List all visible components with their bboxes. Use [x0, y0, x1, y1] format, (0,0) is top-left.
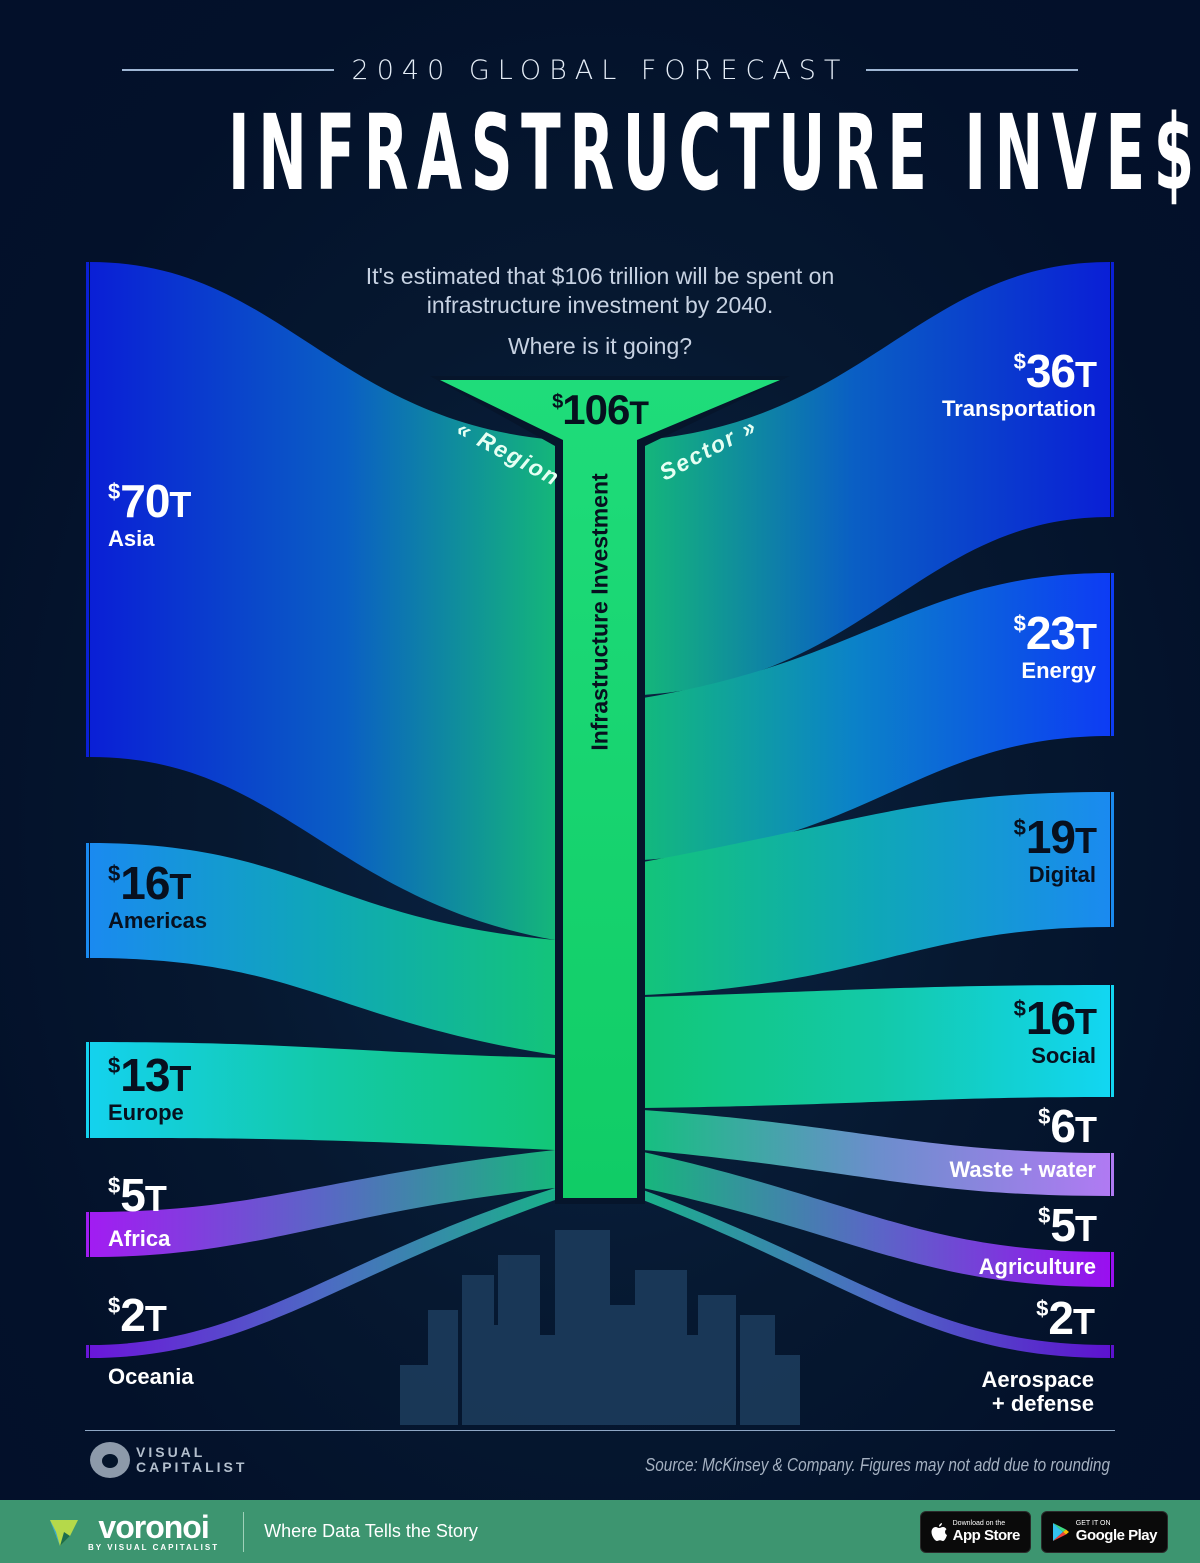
city-skyline-illustration [400, 1230, 800, 1425]
flow-africa [90, 1150, 555, 1257]
kicker: 2040 GLOBAL FORECAST [0, 52, 1200, 88]
flow-agriculture [643, 1152, 1110, 1287]
intro-statement: It's estimated that $106 trillion will b… [365, 263, 835, 318]
voronoi-gem-icon [50, 1519, 78, 1546]
waste-water-edge [1111, 1153, 1114, 1196]
digital-edge [1111, 792, 1114, 927]
sankey-flows [86, 262, 1114, 1358]
flow-waste-water [643, 1110, 1110, 1196]
flow-transportation [643, 262, 1110, 695]
europe-edge [86, 1042, 89, 1138]
aerospace-edge [1111, 1345, 1114, 1358]
label-agriculture: $5T Agriculture [978, 1199, 1097, 1279]
divider [85, 1430, 1115, 1431]
label-aerospace-defense: $2T Aerospace + defense [981, 1292, 1095, 1416]
label-europe: $13T Europe [108, 1049, 191, 1125]
flow-digital [643, 792, 1110, 995]
kicker-text: 2040 GLOBAL FORECAST [351, 54, 849, 86]
label-americas: $16T Americas [108, 857, 208, 933]
transportation-edge [1111, 262, 1114, 517]
tagline: Where Data Tells the Story [264, 1521, 478, 1541]
flow-energy [643, 573, 1110, 860]
flow-social [643, 985, 1110, 1108]
label-oceania: $2T Oceania [108, 1289, 194, 1389]
energy-edge [1111, 573, 1114, 736]
kicker-rule-right [866, 69, 1079, 71]
flow-europe [90, 1042, 555, 1150]
kicker-rule-left [121, 69, 334, 71]
label-africa: $5T Africa [108, 1169, 171, 1251]
label-digital: $19T Digital [1013, 811, 1097, 887]
footer-divider [243, 1511, 245, 1552]
social-edge [1111, 985, 1114, 1097]
google-play-button[interactable]: GET IT ON Google Play [1040, 1510, 1168, 1553]
app-store-button[interactable]: Download on the App Store [919, 1510, 1031, 1553]
label-energy: $23T Energy [1013, 607, 1097, 683]
center-label: Infrastructure Investment [586, 473, 613, 751]
voronoi-logo[interactable]: voronoi BY VISUAL CAPITALIST [48, 1511, 219, 1552]
americas-edge [86, 843, 89, 958]
label-transportation: $36T Transportation [941, 345, 1097, 421]
agriculture-edge [1111, 1252, 1114, 1287]
flow-asia [90, 262, 555, 940]
flow-oceania [90, 1188, 555, 1358]
label-asia: $70T Asia [108, 475, 191, 551]
africa-edge [86, 1212, 89, 1257]
source-note: Source: McKinsey & Company. Figures may … [645, 1455, 1110, 1475]
intro-question: Where is it going? [507, 333, 693, 359]
asia-edge [86, 262, 89, 757]
intro-text: It's estimated that $106 trillion will b… [340, 262, 860, 361]
center-funnel [440, 380, 780, 1198]
total-value: $106T [552, 386, 649, 433]
flow-americas [90, 843, 555, 1055]
vc-logo-icon [90, 1442, 130, 1478]
oceania-edge [86, 1345, 89, 1358]
footer-bar: voronoi BY VISUAL CAPITALIST Where Data … [0, 1500, 1200, 1563]
label-waste-water: $6T Waste + water [949, 1100, 1097, 1182]
apple-icon [931, 1522, 947, 1541]
google-play-icon [1052, 1522, 1069, 1541]
visual-capitalist-logo: VISUAL CAPITALIST [90, 1442, 247, 1478]
label-social: $16T Social [1013, 992, 1097, 1068]
